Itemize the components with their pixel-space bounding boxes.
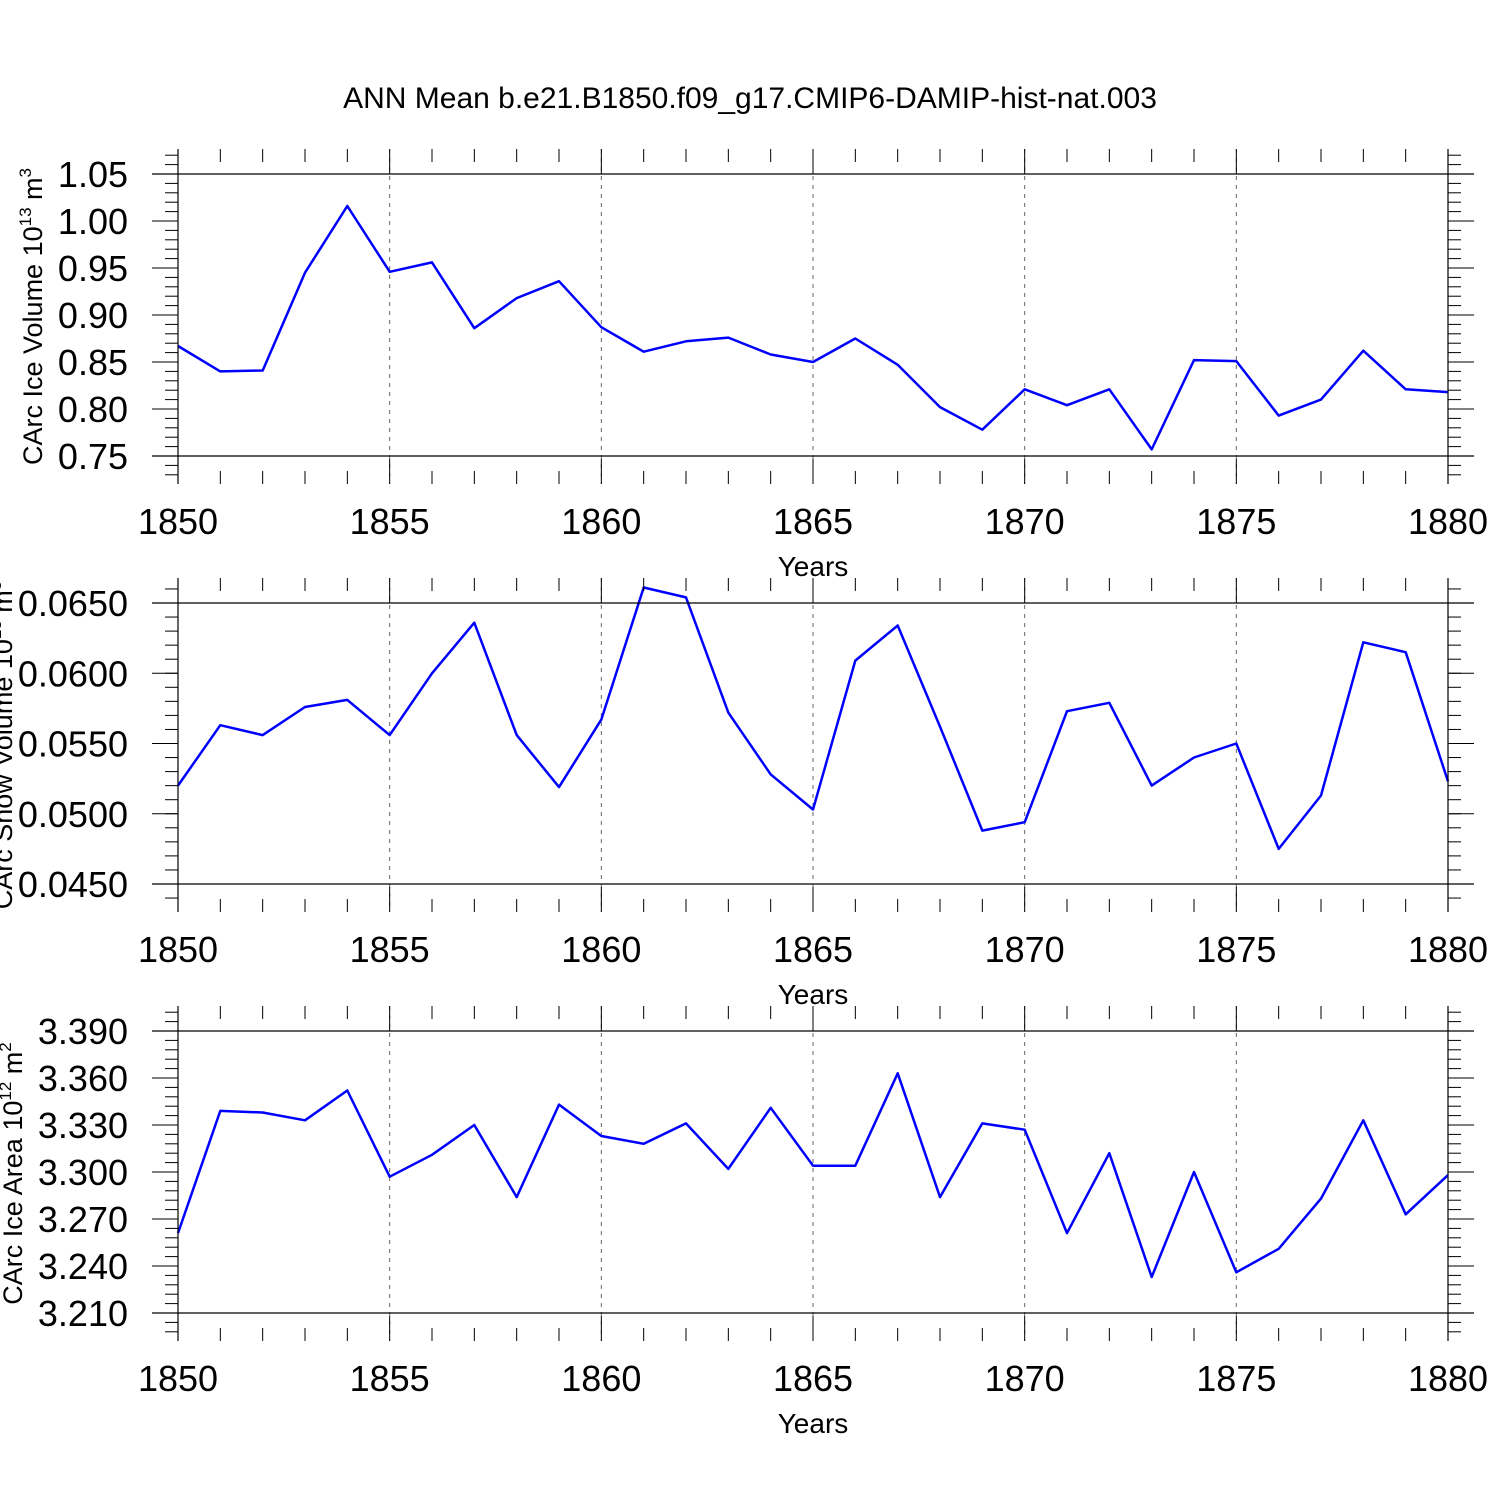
y-tick-label: 0.0600 [18,653,128,694]
y-tick-label: 0.95 [58,248,128,289]
y-tick-label: 3.330 [38,1105,128,1146]
x-tick-label: 1870 [985,1358,1065,1399]
y-tick-label: 3.240 [38,1246,128,1287]
y-tick-label: 3.210 [38,1293,128,1334]
x-axis-label: Years [778,979,849,1010]
panel-1: 0.75 0.80 0.85 0.90 0.95 1.00 1.05 1850 1855 1860… [16,149,1488,582]
x-tick-label: 1880 [1408,501,1488,542]
y-tick-label: 0.85 [58,342,128,383]
x-axis-label: Years [778,1408,849,1439]
y-tick-label: 0.75 [58,436,128,477]
panel-3: 3.210 3.240 3.270 3.300 3.330 3.360 3.390 1850 1… [0,1006,1488,1439]
panel-2: 0.0450 0.0500 0.0550 0.0600 0.0650 1850 1855 18… [0,578,1488,1010]
y-axis-label: CArc Ice Area 1012 m2 [0,1042,28,1305]
x-tick-label: 1875 [1196,1358,1276,1399]
y-axis-label: CArc Ice Volume 1013 m3 [16,168,48,465]
x-tick-label: 1850 [138,501,218,542]
series-line [177,204,1449,451]
x-tick-label: 1865 [773,929,853,970]
y-tick-label: 0.0450 [18,864,128,905]
y-axis-label: CArc Snow Volume 1013 m3 [0,581,18,910]
x-tick-label: 1860 [561,501,641,542]
y-tick-label: 0.0550 [18,724,128,765]
y-tick-label: 3.390 [38,1011,128,1052]
x-tick-label: 1855 [350,929,430,970]
y-tick-label: 3.270 [38,1199,128,1240]
x-tick-label: 1880 [1408,929,1488,970]
x-tick-label: 1855 [350,501,430,542]
y-tick-label: 0.80 [58,389,128,430]
series-line [176,586,1450,851]
y-tick-label: 1.05 [58,154,128,195]
x-tick-label: 1850 [138,1358,218,1399]
series-line [176,1072,1449,1279]
x-tick-label: 1870 [985,929,1065,970]
x-tick-label: 1865 [773,1358,853,1399]
x-tick-label: 1855 [350,1358,430,1399]
x-tick-label: 1880 [1408,1358,1488,1399]
y-tick-label: 1.00 [58,201,128,242]
y-tick-label: 3.300 [38,1152,128,1193]
y-tick-label: 0.0650 [18,583,128,624]
x-tick-label: 1875 [1196,501,1276,542]
x-tick-label: 1850 [138,929,218,970]
page-title: ANN Mean b.e21.B1850.f09_g17.CMIP6-DAMIP… [343,82,1157,115]
y-tick-label: 3.360 [38,1058,128,1099]
x-tick-label: 1875 [1196,929,1276,970]
y-tick-label: 0.90 [58,295,128,336]
x-tick-label: 1865 [773,501,853,542]
x-axis-label: Years [778,551,849,582]
x-tick-label: 1860 [561,1358,641,1399]
y-tick-label: 0.0500 [18,794,128,835]
x-tick-label: 1870 [985,501,1065,542]
x-tick-label: 1860 [561,929,641,970]
